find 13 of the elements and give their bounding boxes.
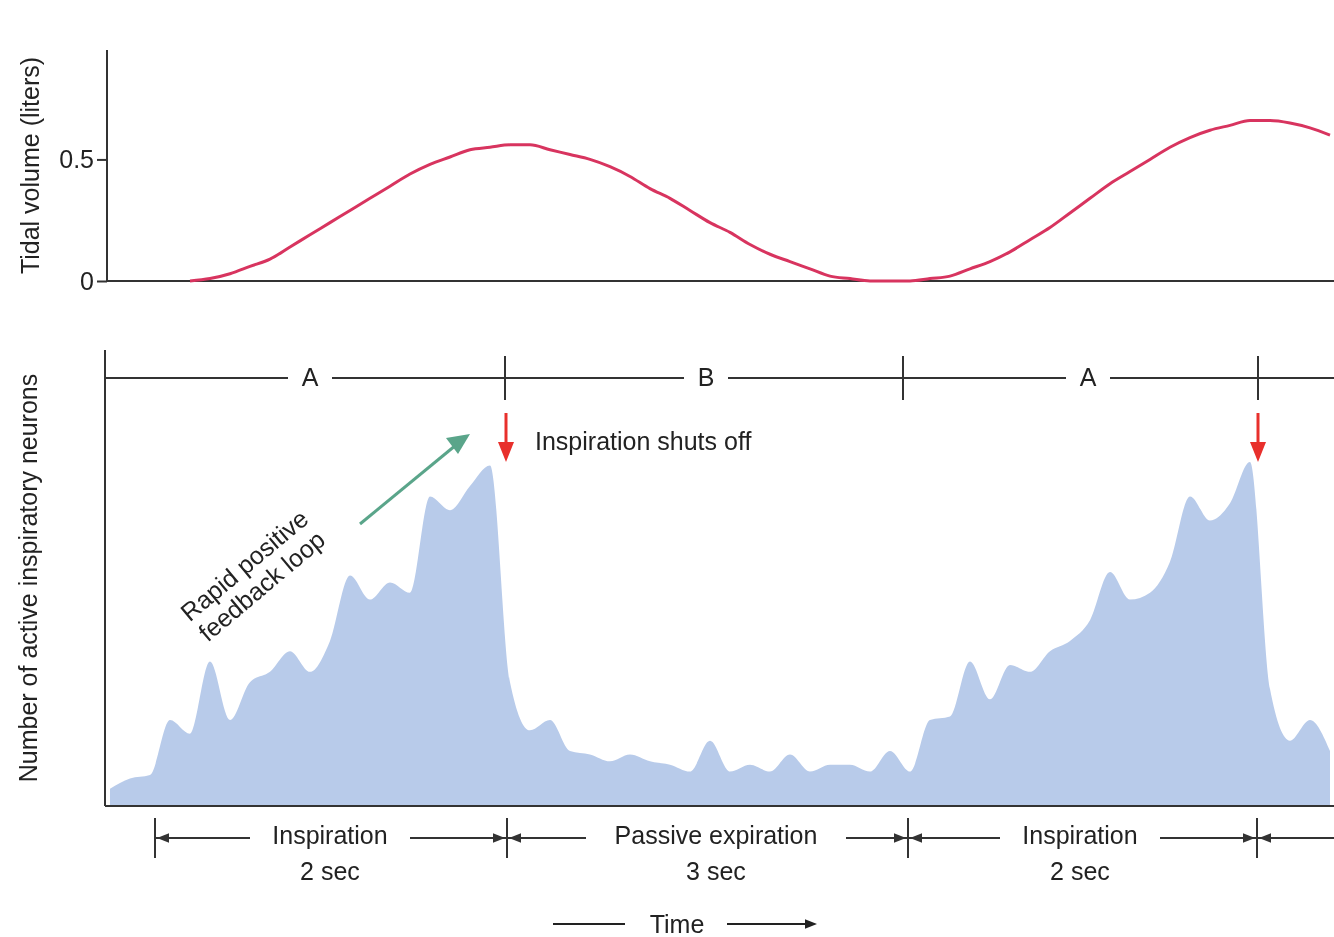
y-tick-label: 0.5 — [59, 144, 94, 173]
text: Inspiration 2 sec — [272, 821, 388, 885]
text: A — [301, 363, 319, 391]
x-axis-title: Time — [649, 910, 705, 937]
y-axis-title: Tidal volume (liters) — [16, 56, 44, 275]
line-series — [188, 119, 1332, 283]
y-tick-label: 0 — [80, 266, 94, 295]
text: Passive expiration 3 sec — [614, 821, 818, 885]
text: A — [1079, 363, 1097, 391]
y-axis-title: Number of active inspiratory neurons — [14, 373, 42, 783]
text: Inspiration 2 sec — [1022, 821, 1138, 885]
text: Inspiration shuts off — [535, 427, 752, 455]
text: B — [697, 363, 715, 391]
